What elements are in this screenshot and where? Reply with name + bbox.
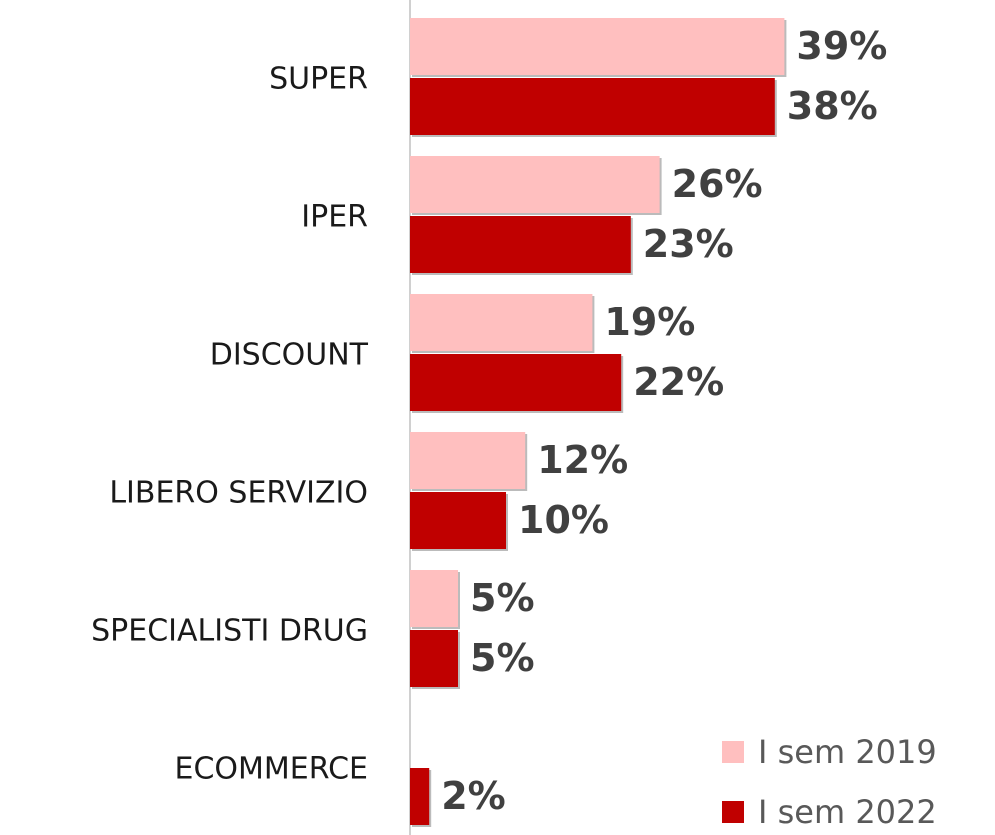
bar bbox=[410, 570, 458, 627]
value-label: 10% bbox=[518, 498, 609, 542]
value-label: 2% bbox=[441, 774, 506, 818]
bar bbox=[410, 630, 458, 687]
bar bbox=[410, 18, 785, 75]
category-label: SUPER bbox=[269, 62, 368, 97]
category-label: LIBERO SERVIZIO bbox=[109, 476, 368, 511]
legend-swatch bbox=[722, 801, 744, 823]
value-label: 38% bbox=[787, 84, 878, 128]
category-label: ECOMMERCE bbox=[175, 752, 369, 787]
category-label: DISCOUNT bbox=[210, 338, 369, 373]
value-label: 39% bbox=[796, 24, 887, 68]
bar bbox=[410, 294, 593, 351]
value-label: 5% bbox=[470, 576, 535, 620]
bar bbox=[410, 768, 430, 825]
value-label: 5% bbox=[470, 636, 535, 680]
value-label: 26% bbox=[672, 162, 763, 206]
category-label: IPER bbox=[301, 200, 368, 235]
bar bbox=[410, 156, 660, 213]
bar bbox=[410, 432, 526, 489]
bar bbox=[410, 78, 775, 135]
legend-label: I sem 2019 bbox=[758, 733, 937, 771]
value-label: 23% bbox=[643, 222, 734, 266]
legend-swatch bbox=[722, 741, 744, 763]
value-label: 22% bbox=[633, 360, 724, 404]
category-label: SPECIALISTI DRUG bbox=[91, 614, 368, 649]
value-label: 12% bbox=[537, 438, 628, 482]
value-label: 19% bbox=[604, 300, 695, 344]
bar bbox=[410, 492, 506, 549]
legend-label: I sem 2022 bbox=[758, 793, 937, 831]
bar bbox=[410, 216, 631, 273]
bar bbox=[410, 354, 622, 411]
